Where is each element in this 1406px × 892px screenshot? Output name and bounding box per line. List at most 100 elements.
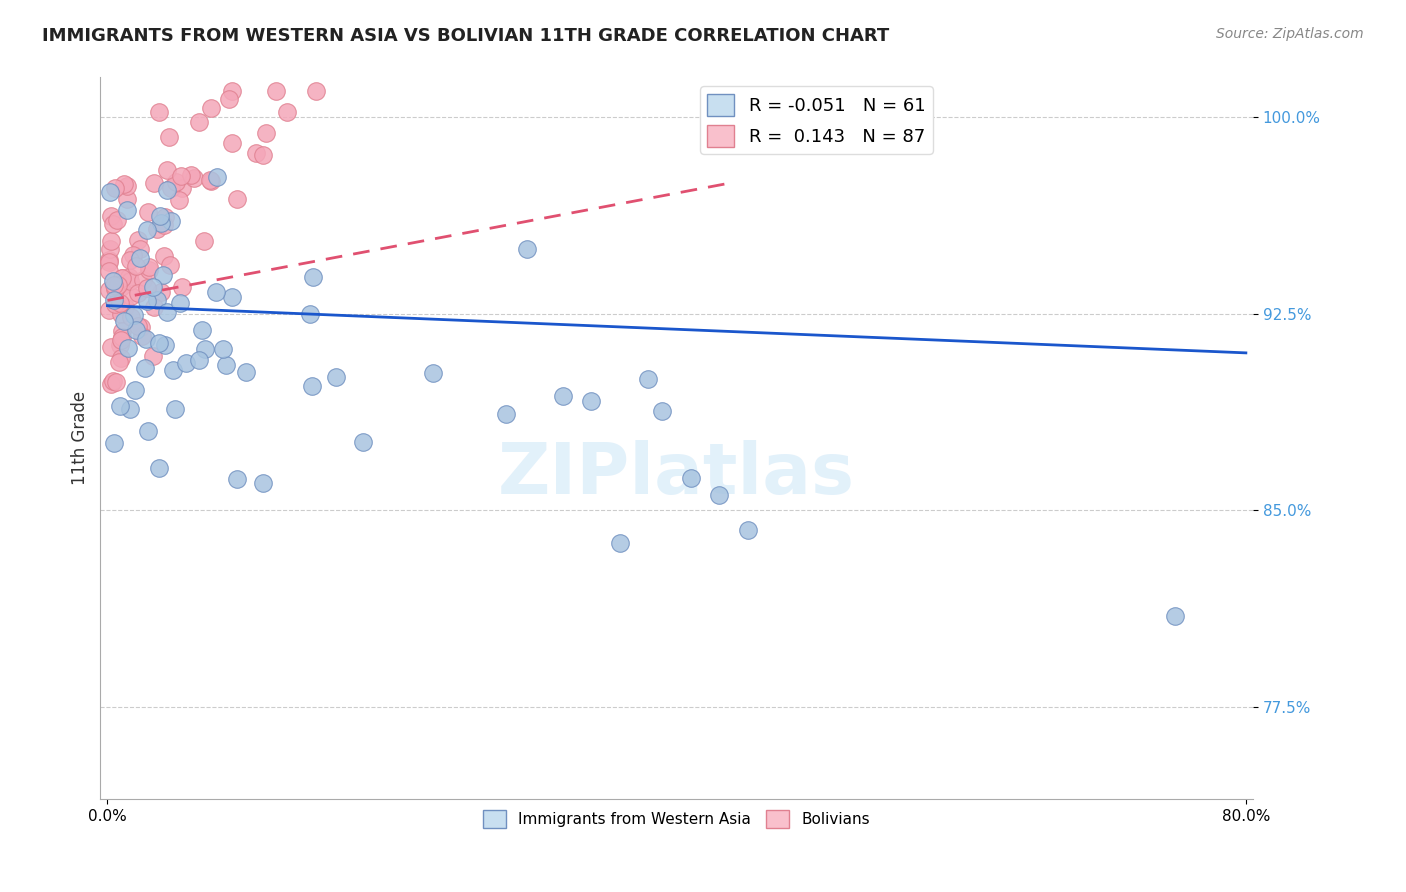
Point	[125, 323, 148, 337]
Point	[551, 389, 574, 403]
Point	[124, 384, 146, 398]
Point	[98, 252, 121, 267]
Point	[104, 376, 127, 390]
Point	[135, 333, 157, 347]
Point	[118, 274, 141, 288]
Point	[198, 173, 221, 187]
Point	[136, 205, 159, 219]
Point	[737, 523, 759, 537]
Point	[132, 273, 155, 287]
Point	[136, 281, 159, 295]
Point	[98, 255, 121, 269]
Point	[156, 304, 179, 318]
Point	[211, 342, 233, 356]
Point	[131, 328, 153, 343]
Point	[110, 280, 132, 294]
Point	[127, 233, 149, 247]
Point	[149, 285, 172, 299]
Point	[100, 210, 122, 224]
Point	[142, 279, 165, 293]
Point	[115, 178, 138, 193]
Point	[150, 216, 173, 230]
Point	[120, 252, 142, 267]
Point	[122, 248, 145, 262]
Point	[128, 251, 150, 265]
Point	[609, 535, 631, 549]
Point	[153, 338, 176, 352]
Point	[679, 471, 702, 485]
Point	[205, 285, 228, 300]
Point	[1164, 609, 1187, 624]
Point	[183, 171, 205, 186]
Point	[107, 355, 129, 369]
Point	[141, 349, 163, 363]
Point	[114, 300, 136, 314]
Point	[159, 214, 181, 228]
Point	[252, 476, 274, 491]
Point	[111, 271, 134, 285]
Point	[160, 180, 183, 194]
Point	[118, 269, 141, 284]
Point	[221, 136, 243, 150]
Point	[104, 282, 127, 296]
Point	[125, 259, 148, 273]
Point	[118, 402, 141, 417]
Point	[353, 434, 375, 449]
Point	[108, 399, 131, 413]
Point	[103, 278, 125, 293]
Y-axis label: 11th Grade: 11th Grade	[72, 391, 89, 485]
Text: IMMIGRANTS FROM WESTERN ASIA VS BOLIVIAN 11TH GRADE CORRELATION CHART: IMMIGRANTS FROM WESTERN ASIA VS BOLIVIAN…	[42, 27, 890, 45]
Point	[170, 280, 193, 294]
Point	[138, 260, 160, 275]
Point	[651, 404, 673, 418]
Point	[107, 277, 129, 292]
Point	[193, 235, 215, 249]
Point	[276, 105, 298, 120]
Point	[149, 209, 172, 223]
Point	[235, 365, 257, 379]
Point	[100, 376, 122, 391]
Point	[110, 296, 132, 310]
Point	[172, 181, 194, 195]
Point	[97, 264, 120, 278]
Point	[115, 203, 138, 218]
Point	[111, 324, 134, 338]
Point	[100, 340, 122, 354]
Point	[138, 424, 160, 438]
Point	[221, 84, 243, 98]
Point	[152, 268, 174, 283]
Point	[108, 337, 131, 351]
Point	[218, 92, 240, 106]
Point	[129, 319, 152, 334]
Point	[103, 436, 125, 450]
Point	[156, 183, 179, 197]
Point	[122, 308, 145, 322]
Point	[148, 335, 170, 350]
Point	[205, 169, 228, 184]
Point	[127, 318, 149, 333]
Point	[134, 361, 156, 376]
Point	[112, 177, 135, 191]
Point	[104, 180, 127, 194]
Point	[148, 461, 170, 475]
Point	[187, 115, 209, 129]
Point	[264, 84, 287, 98]
Point	[136, 294, 159, 309]
Point	[115, 192, 138, 206]
Point	[142, 300, 165, 314]
Point	[110, 330, 132, 344]
Point	[148, 104, 170, 119]
Point	[162, 363, 184, 377]
Point	[245, 146, 267, 161]
Point	[97, 283, 120, 297]
Point	[180, 169, 202, 183]
Point	[143, 177, 166, 191]
Point	[193, 342, 215, 356]
Point	[145, 293, 167, 307]
Point	[169, 295, 191, 310]
Point	[305, 84, 328, 98]
Point	[105, 213, 128, 227]
Point	[165, 402, 187, 417]
Point	[301, 379, 323, 393]
Point	[153, 249, 176, 263]
